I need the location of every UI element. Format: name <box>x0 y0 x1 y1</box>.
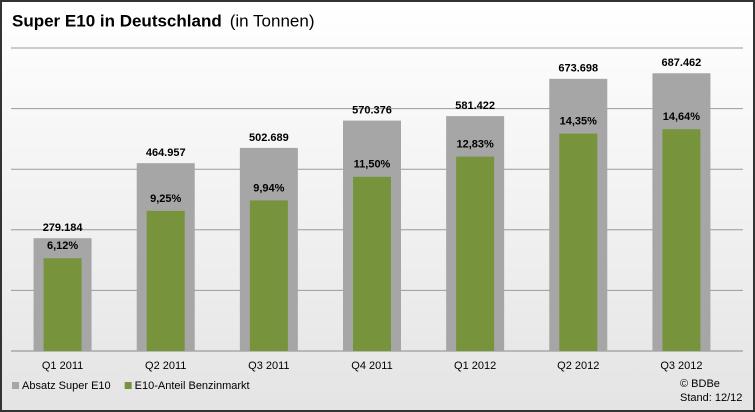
x-tick-label: Q1 2011 <box>42 360 83 372</box>
source: © BDBe <box>680 378 720 390</box>
value-label: 9,94% <box>253 182 284 194</box>
chart-title: Super E10 in Deutschland <box>12 11 222 30</box>
bar <box>249 200 288 351</box>
legend-label: Absatz Super E10 <box>22 380 111 392</box>
bar <box>662 129 701 351</box>
value-label: 687.462 <box>662 57 702 69</box>
x-tick-label: Q4 2011 <box>351 360 392 372</box>
value-label: 6,12% <box>47 240 78 252</box>
value-label: 581.422 <box>455 100 495 112</box>
chart-subtitle: (in Tonnen) <box>230 11 315 30</box>
x-tick-label: Q1 2012 <box>454 360 496 372</box>
value-label: 279.184 <box>43 222 84 234</box>
legend-swatch <box>12 382 19 389</box>
source: Stand: 12/12 <box>680 392 742 404</box>
value-label: 11,50% <box>354 159 391 171</box>
x-tick-label: Q3 2011 <box>248 360 289 372</box>
value-label: 14,35% <box>560 116 598 128</box>
x-tick-label: Q3 2012 <box>660 360 702 372</box>
value-label: 14,64% <box>663 111 701 123</box>
value-label: 464.957 <box>146 147 186 159</box>
legend-label: E10-Anteil Benzinmarkt <box>135 380 250 392</box>
bar <box>559 133 598 351</box>
value-label: 570.376 <box>352 104 392 116</box>
value-label: 673.698 <box>558 63 598 75</box>
bar <box>43 258 82 351</box>
x-tick-label: Q2 2012 <box>557 360 599 372</box>
bar <box>146 210 185 351</box>
value-label: 12,83% <box>456 139 494 151</box>
legend-swatch <box>124 382 132 389</box>
x-tick-label: Q2 2011 <box>145 360 186 372</box>
bar <box>456 156 495 351</box>
value-label: 502.689 <box>249 132 289 144</box>
value-label: 9,25% <box>150 193 181 205</box>
bar <box>353 176 391 351</box>
